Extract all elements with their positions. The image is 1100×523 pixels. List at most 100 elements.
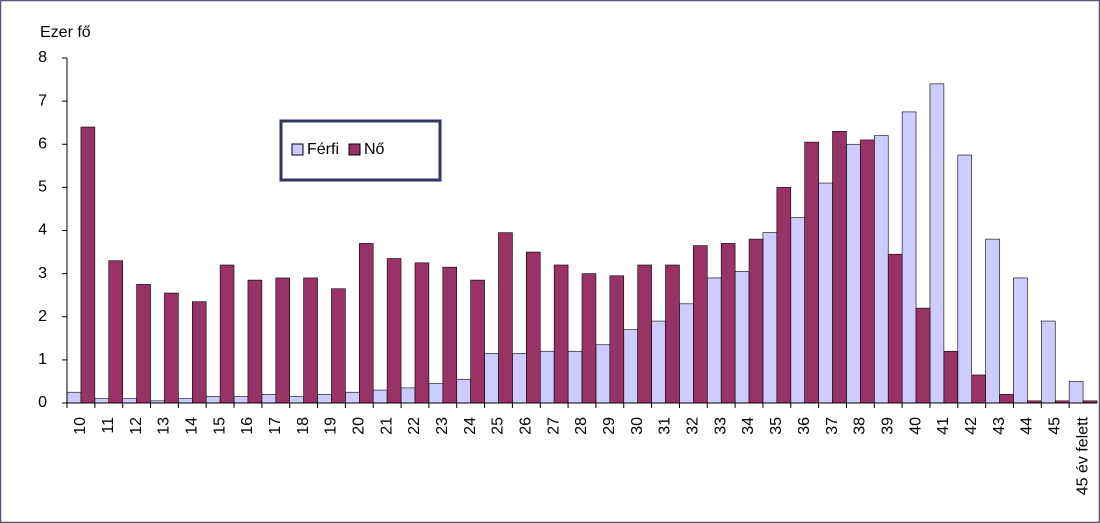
bar — [400, 387, 416, 404]
bar — [929, 83, 945, 404]
x-tick-label: 22 — [406, 417, 423, 435]
x-tick-label: 31 — [657, 417, 674, 435]
x-tick-label: 41 — [935, 417, 952, 435]
bar — [191, 301, 207, 404]
x-tick-label: 45 — [1046, 417, 1063, 435]
x-tick-label: 18 — [295, 417, 312, 435]
y-tick-label: 0 — [38, 394, 47, 411]
x-tick-label: 44 — [1019, 417, 1036, 435]
bar — [108, 260, 123, 404]
bar — [80, 126, 96, 404]
bar — [971, 374, 986, 404]
bar — [999, 394, 1014, 404]
bar — [428, 383, 444, 404]
bar — [1013, 277, 1028, 404]
bar — [762, 232, 778, 404]
x-tick-label: 30 — [629, 417, 646, 435]
bar — [456, 378, 471, 404]
y-tick-label: 2 — [38, 308, 47, 325]
y-tick-label: 3 — [38, 265, 47, 282]
bar — [122, 398, 137, 404]
bar — [790, 217, 806, 404]
y-axis-label: Ezer fő — [40, 24, 91, 41]
bar — [985, 238, 1000, 404]
bar — [776, 187, 792, 404]
bar — [261, 394, 277, 404]
bar — [66, 391, 82, 404]
bar — [1068, 381, 1084, 404]
legend-label: Férfi — [307, 141, 339, 158]
y-tick-label: 4 — [38, 222, 47, 239]
bar — [94, 398, 110, 404]
x-tick-label: 43 — [991, 417, 1008, 435]
bar — [915, 307, 931, 404]
legend-label: Nő — [364, 141, 385, 158]
bar — [720, 243, 736, 404]
legend-swatch — [348, 143, 361, 156]
bar — [526, 251, 541, 404]
x-tick-label: 17 — [267, 417, 284, 435]
y-tick-label: 7 — [38, 92, 47, 109]
bar — [595, 344, 611, 404]
bar — [358, 243, 374, 404]
x-tick-label: 32 — [685, 417, 702, 435]
y-tick-label: 5 — [38, 179, 47, 196]
bar — [804, 141, 819, 404]
bar — [818, 182, 833, 404]
bar — [706, 277, 722, 404]
y-tick-label: 1 — [38, 351, 47, 368]
bar — [651, 320, 666, 404]
x-tick-label: 25 — [490, 417, 507, 435]
bar — [887, 253, 903, 404]
bar — [275, 277, 291, 404]
x-tick-label: 21 — [378, 417, 395, 435]
y-tick-label: 6 — [38, 135, 47, 152]
bar — [372, 389, 388, 404]
x-tick-label: 33 — [712, 417, 729, 435]
bar — [498, 232, 513, 404]
x-tick-label: 39 — [879, 417, 896, 435]
x-tick-label: 14 — [183, 417, 200, 435]
x-tick-label: 36 — [796, 417, 813, 435]
x-tick-label: 42 — [963, 417, 980, 435]
bar — [860, 139, 875, 404]
bar — [846, 143, 861, 404]
x-tick-label: 11 — [100, 417, 117, 434]
bar — [553, 264, 569, 404]
bar — [136, 284, 151, 404]
bar — [748, 238, 764, 404]
bar — [901, 111, 917, 404]
bar — [164, 292, 179, 404]
bar — [386, 258, 402, 404]
x-tick-label: 40 — [907, 417, 924, 435]
bar — [205, 396, 221, 404]
x-tick-label: 24 — [462, 417, 479, 435]
bar — [581, 273, 597, 404]
bar — [693, 245, 708, 404]
x-tick-label: 28 — [573, 417, 590, 435]
x-tick-label: 45 év felett — [1074, 416, 1091, 495]
bar — [873, 135, 889, 404]
bar — [178, 398, 193, 404]
x-tick-label: 12 — [128, 417, 145, 435]
x-tick-label: 15 — [211, 417, 228, 435]
x-tick-label: 35 — [768, 417, 785, 435]
bar — [832, 131, 847, 404]
bar — [637, 264, 652, 404]
bar — [233, 396, 249, 404]
x-tick-label: 34 — [740, 417, 757, 435]
bar — [219, 264, 235, 404]
bar — [665, 264, 680, 404]
x-tick-label: 23 — [434, 417, 451, 435]
y-tick-label: 8 — [38, 49, 47, 66]
x-tick-label: 19 — [323, 417, 340, 435]
bar — [567, 350, 583, 404]
bar — [303, 277, 318, 404]
x-tick-label: 10 — [72, 417, 89, 435]
bar — [484, 353, 499, 404]
bar — [345, 391, 360, 404]
x-tick-label: 26 — [518, 417, 535, 435]
bar — [539, 350, 555, 404]
bar — [623, 329, 638, 404]
bar — [289, 396, 304, 404]
